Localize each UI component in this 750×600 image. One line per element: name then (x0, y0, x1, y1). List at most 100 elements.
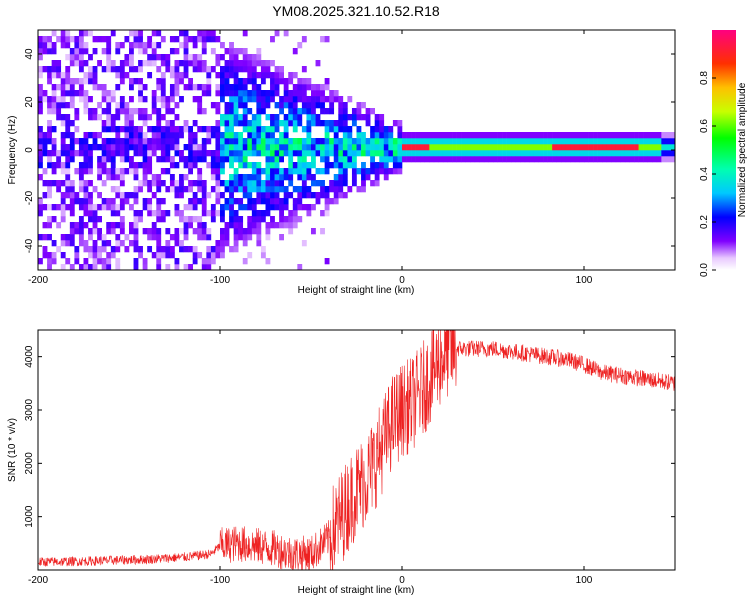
spectrogram-cell (265, 168, 271, 175)
spectrogram-cell (461, 132, 466, 139)
spectrogram-cell (224, 204, 230, 211)
spectrogram-cell (101, 180, 107, 187)
spectrogram-cell (606, 132, 612, 139)
spectrogram-cell (101, 162, 107, 169)
spectrogram-cell (242, 78, 248, 85)
spectrogram-cell (51, 66, 57, 73)
spectrogram-cell (42, 144, 48, 151)
spectrogram-cell (229, 216, 234, 223)
spectrogram-cell (165, 156, 171, 163)
spectrogram-cell (256, 192, 262, 199)
spectrogram-cell (292, 126, 298, 133)
spectrogram-cell (169, 186, 175, 193)
spectrogram-cell (88, 108, 93, 115)
spectrogram-cell (47, 138, 52, 145)
spectrogram-cell (324, 204, 330, 211)
spectrogram-cell (65, 204, 71, 211)
spectrogram-cell (606, 150, 612, 157)
spectrogram-cell (301, 168, 307, 175)
spectrogram-cell (78, 138, 84, 145)
spectrogram-cell (670, 132, 675, 139)
spectrogram-y-axis-label: Frequency (Hz) (7, 116, 18, 185)
spectrogram-cell (124, 54, 130, 61)
spectrogram-cell (156, 198, 162, 205)
spectrogram-cell (151, 174, 157, 181)
spectrogram-cell (92, 258, 98, 265)
spectrogram-cell (670, 150, 675, 157)
spectrogram-cell (106, 126, 112, 133)
spectrogram-cell (233, 96, 239, 103)
spectrogram-cell (283, 150, 289, 157)
spectrogram-cells (38, 30, 675, 270)
spectrogram-cell (188, 246, 193, 253)
spectrogram-cell (238, 234, 244, 241)
spectrogram-cell (42, 96, 48, 103)
spectrogram-cell (165, 54, 171, 61)
spectrogram-cell (256, 228, 262, 235)
spectrogram-cell (129, 30, 134, 37)
spectrogram-cell (379, 150, 385, 157)
spectrogram-cell (342, 102, 348, 109)
spectrogram-cell (83, 210, 89, 217)
spectrogram-cell (370, 126, 375, 133)
spectrogram-cell (47, 222, 52, 229)
spectrogram-cell (60, 216, 66, 223)
spectrogram-cell (88, 132, 93, 139)
spectrogram-cell (324, 138, 330, 145)
spectrogram-cell (188, 204, 193, 211)
spectrogram-cell (315, 84, 321, 91)
spectrogram-cell (265, 90, 271, 97)
spectrogram-cell (552, 138, 557, 145)
spectrogram-cell (306, 138, 312, 145)
spectrogram-cell (256, 216, 262, 223)
spectrogram-cell (124, 102, 130, 109)
spectrogram-cell (197, 36, 203, 43)
spectrogram-cell (206, 264, 212, 270)
spectrogram-cell (106, 114, 112, 121)
spectrogram-cell (602, 132, 608, 139)
spectrogram-cell (124, 108, 130, 115)
spectrogram-cell (160, 150, 166, 157)
spectrogram-cell (92, 114, 98, 121)
spectrogram-cell (179, 186, 184, 193)
spectrogram-cell (229, 246, 234, 253)
spectrogram-cell (306, 102, 312, 109)
spectrogram-cell (620, 138, 626, 145)
spectrogram-cell (361, 138, 366, 145)
spectrogram-cell (256, 174, 262, 181)
spectrogram-cell (97, 192, 102, 199)
spectrogram-cell (379, 126, 385, 133)
spectrogram-cell (88, 228, 93, 235)
spectrogram-cell (138, 162, 143, 169)
spectrogram-cell (351, 150, 357, 157)
spectrogram-cell (229, 84, 234, 91)
spectrogram-cell (174, 240, 180, 247)
spectrogram-cell (119, 222, 125, 229)
spectrogram-cell (65, 240, 71, 247)
spectrogram-cell (233, 246, 239, 253)
spectrogram-cell (342, 168, 348, 175)
spectrogram-cell (56, 96, 62, 103)
spectrogram-cell (138, 246, 143, 253)
spectrogram-cell (51, 30, 57, 37)
spectrogram-cell (265, 102, 271, 109)
spectrogram-cell (183, 48, 189, 55)
spectrogram-cell (174, 114, 180, 121)
spectrogram-cell (256, 138, 262, 145)
spectrogram-cell (138, 60, 143, 67)
spectrogram-cell (515, 132, 521, 139)
spectrogram-cell (370, 150, 375, 157)
colorbar-tick-label: 0.2 (699, 215, 710, 229)
spectrogram-cell (192, 252, 198, 259)
spectrogram-cell (247, 54, 253, 61)
spectrogram-cell (483, 144, 489, 151)
spectrogram-cell (160, 96, 166, 103)
spectrogram-cell (565, 138, 571, 145)
spectrogram-cell (483, 156, 489, 163)
spectrogram-cell (101, 264, 107, 270)
spectrogram-cell (92, 144, 98, 151)
spectrogram-cell (547, 144, 553, 151)
spectrogram-cell (270, 60, 275, 67)
spectrogram-cell (647, 150, 653, 157)
spectrogram-cell (88, 144, 93, 151)
